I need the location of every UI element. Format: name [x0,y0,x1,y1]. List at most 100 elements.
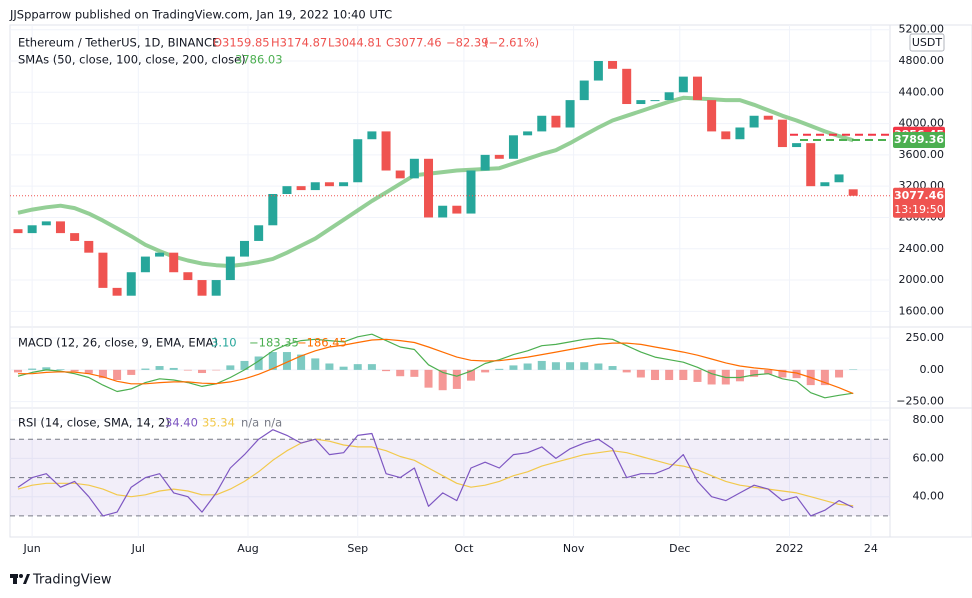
candle [749,115,759,128]
candle [155,252,165,257]
candle [353,139,363,183]
histogram-bar [113,369,122,381]
candle [664,92,674,101]
candle [239,240,249,257]
histogram-bar [792,369,801,379]
x-tick-label: Jun [23,542,41,555]
histogram-bar [382,369,391,372]
histogram-bar [325,363,334,370]
candle [254,225,264,241]
last-price-label: 3077.46 [894,189,944,202]
ohlc-value: C3077.46 [386,36,442,50]
histogram-bar [537,360,546,370]
rsi-line [17,429,854,517]
histogram-bar [594,363,603,370]
candle [763,115,773,120]
candle [537,115,547,132]
candle [565,100,575,128]
candle [55,221,65,234]
x-tick-label: Oct [454,542,474,555]
price-label-box [893,132,945,149]
histogram-bar [424,369,433,388]
histogram-bar [155,366,164,370]
candle [848,189,858,196]
histogram-bar [42,367,51,370]
histogram-bar [282,352,291,370]
frame [9,24,972,538]
rsi-value: 34.40 [165,416,198,430]
candle [211,280,221,296]
candle [339,182,349,187]
candle [197,280,207,296]
macd-value: 3.10 [211,336,237,350]
histogram-bar [764,369,773,375]
rsi-value: n/a [264,416,282,430]
histogram-bar [56,369,65,370]
candle [636,100,646,105]
y-tick-label: 60.00 [913,451,945,464]
histogram-bar [509,365,518,370]
y-tick-label: 1600.00 [899,304,945,317]
histogram-bar [580,362,589,370]
candle [452,205,462,214]
histogram-bar [735,369,744,382]
histogram-bar [127,369,136,375]
histogram-bar [707,369,716,385]
sma-title: SMAs (50, close, 100, close, 200, close) [18,53,246,67]
histogram-bar [240,360,249,370]
candle [41,221,51,226]
candle [367,131,377,140]
y-tick-label: 80.00 [913,413,945,426]
histogram-bar [778,369,787,378]
x-tick-label: Aug [237,542,258,555]
histogram-bar [297,354,306,370]
histogram-bar [820,369,829,386]
macd-value: −183.35 [249,336,299,350]
histogram-bar [551,362,560,370]
candle [98,252,108,288]
histogram-bar [98,369,107,379]
candle [792,143,802,148]
rsi-value: 35.34 [202,416,235,430]
candle [282,186,292,194]
candle [579,80,589,101]
candle [622,68,632,105]
y-tick-label: 4000.00 [899,117,945,130]
x-tick-label: Jul [131,542,145,555]
candle [834,174,844,183]
histogram-bar [198,369,207,374]
histogram-bar [693,369,702,382]
last-price-box [893,187,945,218]
candle [296,186,306,191]
ohlc-value: O3159.85 [213,36,270,50]
candle [593,60,603,81]
y-tick-label: 5200.00 [899,23,945,36]
histogram-bar [835,369,844,378]
x-tick-label: 24 [864,542,878,555]
candle [310,182,320,191]
histogram-bar [212,369,221,371]
ohlc-value: L3044.81 [328,36,382,50]
histogram-bar [141,368,150,370]
candle [735,127,745,140]
y-tick-label: 3600.00 [899,148,945,161]
x-tick-label: Sep [347,542,368,555]
logo [10,574,30,584]
candle [112,287,122,296]
candle [84,240,94,253]
candle [508,135,518,159]
histogram-bar [339,366,348,370]
y-tick-label: 2400.00 [899,242,945,255]
histogram-bar [70,369,79,372]
currency-box[interactable] [909,33,945,52]
histogram-bar [523,363,532,370]
histogram-bar [608,366,617,370]
candle [140,256,150,273]
candle [409,158,419,179]
x-tick-label: Dec [669,542,690,555]
sma-line [17,95,854,268]
candle [523,131,533,136]
ohlc-value: (−2.61%) [484,36,539,50]
histogram-bar [636,369,645,378]
candle [268,193,278,226]
